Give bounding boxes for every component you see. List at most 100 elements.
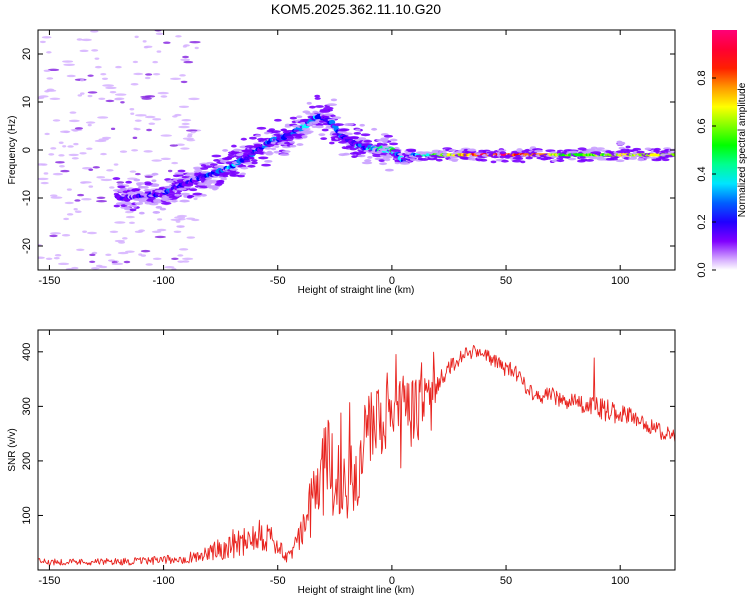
spectrogram-halo-mark — [171, 199, 178, 203]
spectrogram-noise-mark — [182, 45, 187, 48]
spectrogram-halo-mark — [248, 136, 257, 140]
spectrogram-noise-mark — [86, 147, 93, 150]
spectrogram-noise-mark — [63, 63, 76, 66]
spectrogram-halo-mark — [205, 177, 213, 181]
spectrogram-noise-mark — [38, 177, 49, 181]
spectrogram-halo-mark — [184, 183, 194, 187]
spectrogram-noise-mark — [120, 101, 125, 104]
colorbar-tick-label: 0.0 — [696, 262, 708, 277]
spectrogram-noise-mark — [67, 145, 74, 148]
spectrogram-halo-mark — [229, 174, 240, 177]
x-tick-label: 100 — [611, 575, 629, 587]
spectrogram-noise-mark — [49, 194, 58, 197]
spectrogram-noise-mark — [38, 256, 45, 259]
colorbar-tick-label: 0.2 — [696, 214, 708, 229]
spectrogram-halo-mark — [337, 130, 347, 134]
spectrogram-halo-mark — [326, 103, 338, 107]
spectrogram-noise-mark — [66, 213, 74, 216]
spectrogram-noise-mark — [129, 108, 135, 111]
spectrogram-halo-mark — [353, 131, 362, 135]
spectrogram-halo-mark — [174, 193, 181, 197]
spectrogram-noise-mark — [91, 49, 99, 52]
spectrogram-noise-mark — [58, 141, 64, 144]
spectrogram-noise-mark — [170, 77, 182, 81]
spectrogram-noise-mark — [177, 214, 188, 218]
spectrogram-noise-mark — [91, 251, 98, 255]
spectrogram-halo-mark — [381, 143, 388, 147]
spectrogram-noise-mark — [40, 181, 49, 185]
spectrogram-halo-mark — [400, 161, 409, 165]
spectrogram-halo-mark — [134, 202, 144, 206]
spectrogram-noise-mark — [100, 72, 107, 76]
spectrogram-halo-mark — [240, 137, 247, 141]
spectrogram-noise-mark — [190, 130, 196, 134]
x-tick-label: -150 — [38, 575, 60, 587]
spectrogram-halo-mark — [189, 188, 198, 192]
spectrogram-noise-mark — [40, 163, 48, 166]
spectrogram-noise-mark — [46, 51, 52, 54]
spectrogram-halo-mark — [133, 178, 141, 182]
spectrogram-halo-mark — [367, 155, 373, 159]
spectrogram-noise-mark — [94, 57, 100, 60]
spectrogram-halo-mark — [499, 151, 507, 155]
spectrogram-ridge-mark — [619, 141, 626, 145]
spectrogram-halo-mark — [372, 154, 383, 158]
spectrogram-halo-mark — [637, 157, 645, 161]
spectrogram-noise-mark — [188, 97, 200, 101]
spectrogram-noise-mark — [142, 40, 147, 43]
spectrogram-halo-mark — [203, 165, 213, 169]
snr-x-label: Height of straight line (km) — [298, 585, 415, 596]
spectrogram-noise-mark — [81, 198, 92, 201]
spectrogram-halo-mark — [291, 133, 301, 137]
spectrogram-halo-mark — [314, 94, 321, 98]
spectrogram-noise-mark — [68, 153, 79, 157]
spectrogram-halo-mark — [361, 161, 373, 165]
spectrogram-halo-mark — [138, 185, 146, 189]
snr-y-axis: 100 200 300 400 — [21, 343, 675, 525]
spectrogram-noise-mark — [182, 257, 194, 261]
spectrogram-noise-mark — [86, 231, 98, 235]
spectrogram-halo-mark — [308, 105, 316, 109]
spectrogram-halo-mark — [359, 123, 365, 127]
spectrogram-noise-mark — [62, 60, 74, 63]
spectrogram-noise-mark — [171, 257, 179, 261]
spectrogram-halo-mark — [212, 187, 219, 190]
spectrogram-halo-mark — [467, 157, 475, 161]
spectrogram-noise-mark — [144, 115, 156, 119]
spectrogram-halo-mark — [264, 159, 273, 163]
spectrogram-noise-mark — [102, 136, 112, 140]
spectrogram-noise-mark — [73, 208, 78, 211]
spectrogram-noise-mark — [134, 119, 142, 122]
snr-y-label: SNR (v/v) — [7, 428, 18, 471]
spectrogram-noise-mark — [113, 163, 119, 166]
spectrogram-noise-mark — [157, 218, 163, 221]
spectrogram-halo-mark — [379, 162, 388, 166]
spectrogram-halo-mark — [296, 143, 304, 146]
colorbar-label: Normalized spectral amplitude — [737, 82, 748, 217]
spectrogram-noise-mark — [77, 94, 83, 97]
spectrogram-halo-mark — [236, 174, 246, 178]
spectrogram-halo-mark — [151, 179, 157, 183]
spectrogram-halo-mark — [490, 160, 497, 164]
spectrogram-noise-mark — [38, 96, 45, 100]
spectrogram-noise-mark — [58, 154, 65, 157]
spectrogram-halo-mark — [279, 153, 290, 157]
snr-x-axis: -150 -100 -50 0 50 100 — [38, 330, 629, 587]
spectrogram-halo-mark — [192, 192, 203, 196]
spectrogram-halo-mark — [256, 126, 267, 130]
spectrogram-noise-mark — [105, 86, 117, 90]
spectrogram-noise-mark — [151, 230, 162, 233]
x-tick-label: 0 — [389, 275, 395, 287]
spectrogram-halo-mark — [187, 194, 195, 198]
spectrogram-noise-mark — [55, 161, 65, 164]
spectrogram-halo-mark — [314, 97, 321, 100]
spectrogram-halo-mark — [117, 185, 126, 189]
x-tick-label: 0 — [389, 575, 395, 587]
spectrogram-noise-mark — [181, 122, 190, 126]
spectrogram-halo-mark — [152, 211, 161, 214]
spectrogram-halo-mark — [382, 155, 393, 159]
spectrogram-noise-mark — [193, 197, 198, 201]
spectrogram-halo-mark — [255, 134, 261, 138]
spectrogram-x-label: Height of straight line (km) — [298, 285, 415, 296]
spectrogram-halo-mark — [655, 157, 662, 161]
